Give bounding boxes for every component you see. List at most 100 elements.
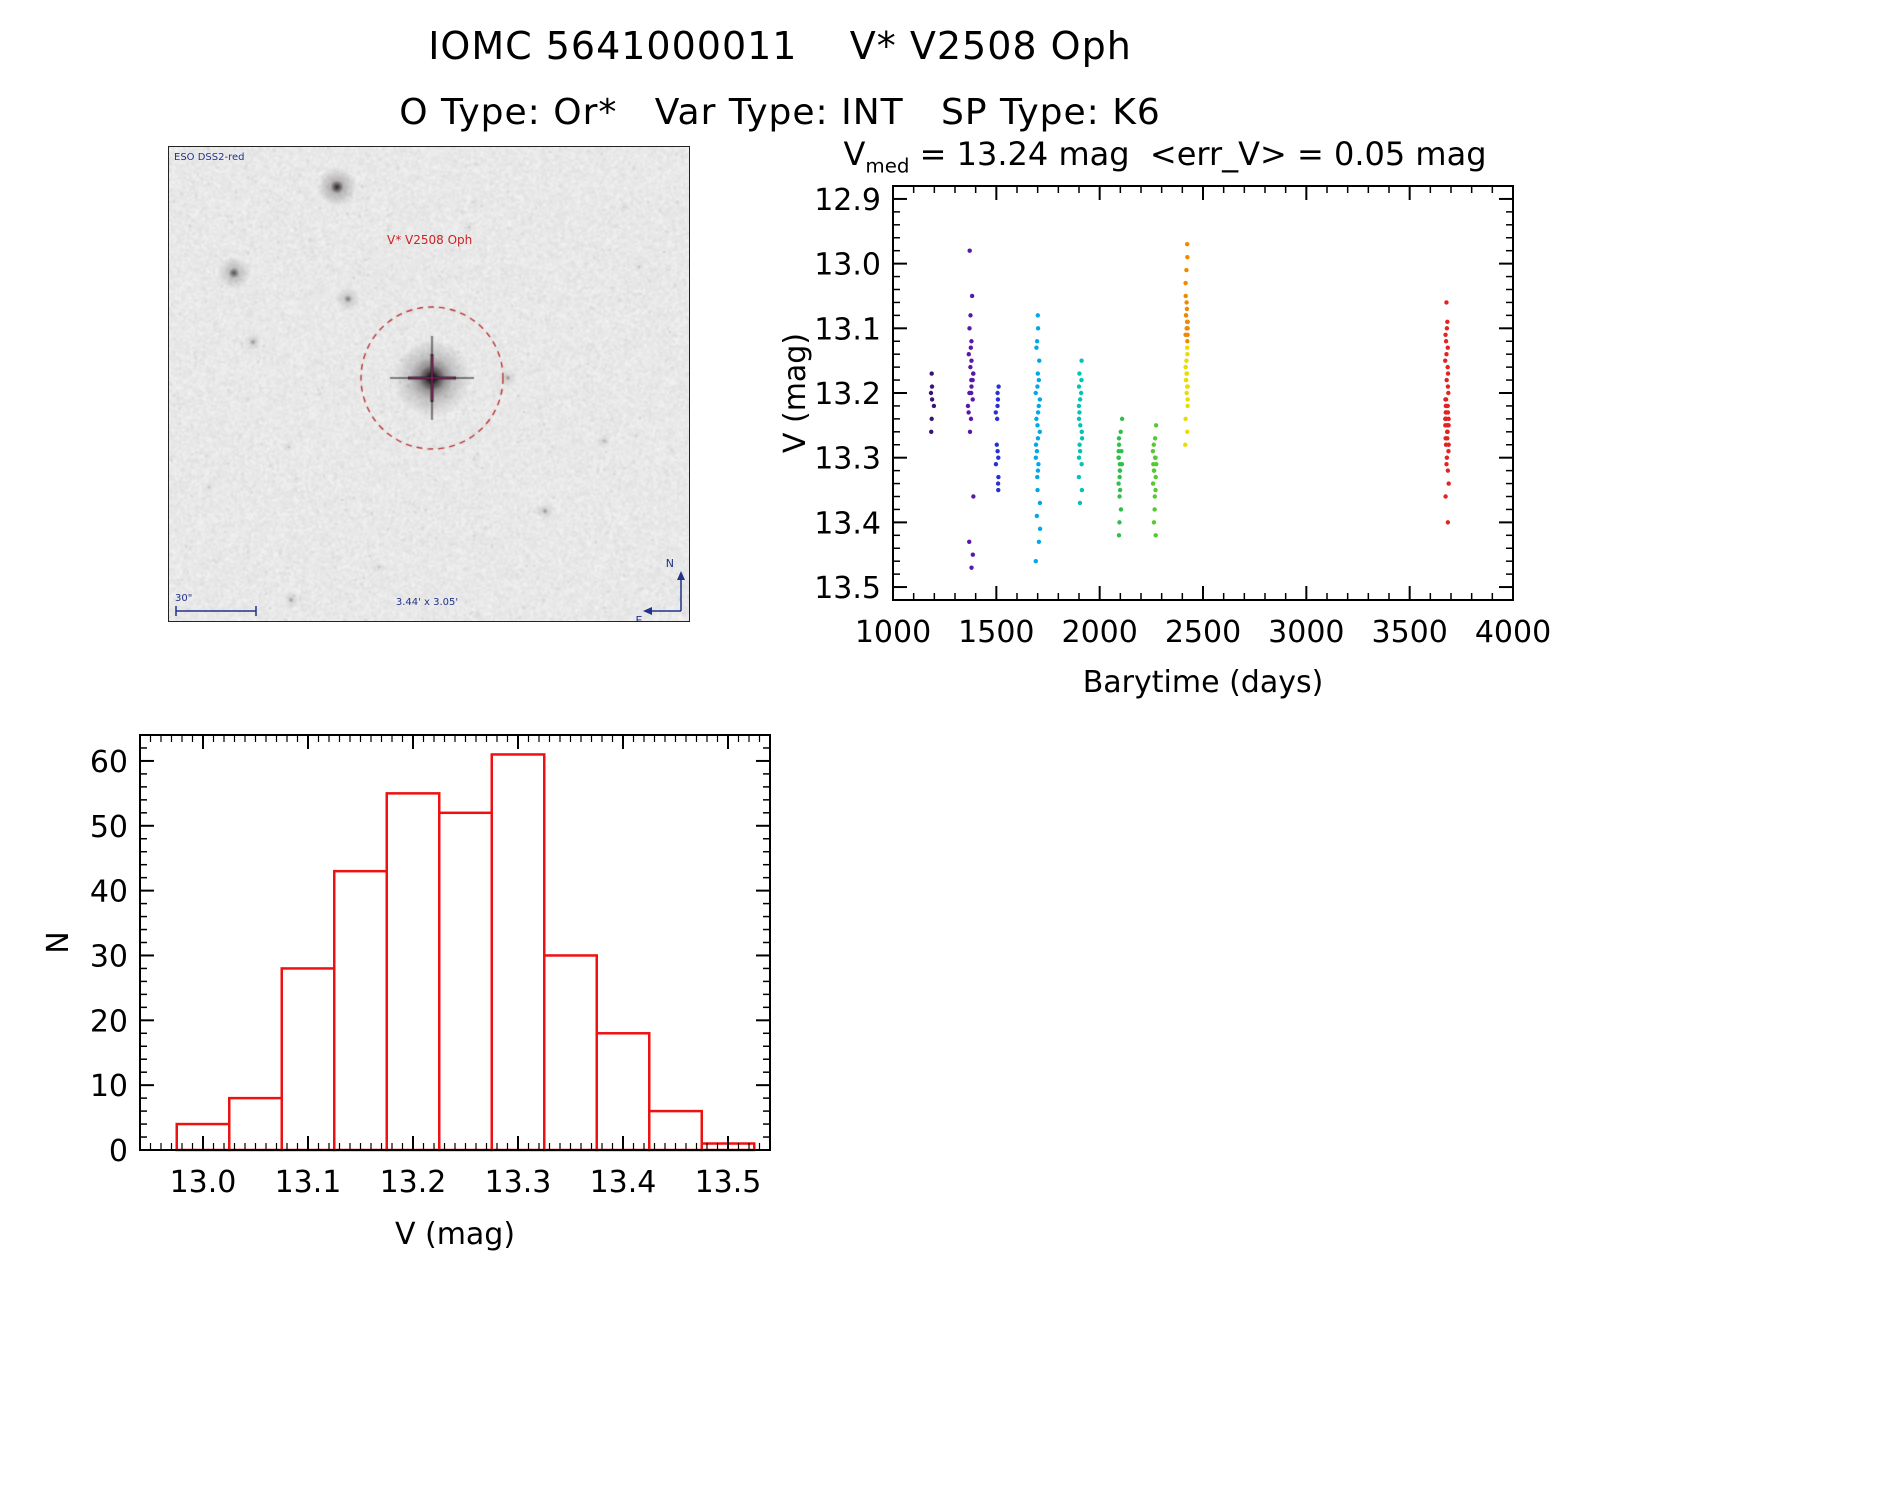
data-point (1152, 507, 1157, 512)
data-point (928, 390, 934, 396)
data-point (1077, 500, 1083, 506)
compass-north-arrow (677, 571, 685, 580)
data-point (996, 487, 1001, 493)
data-point (1445, 345, 1450, 350)
data-point (1184, 390, 1189, 396)
page-title: IOMC 5641000011 V* V2508 Oph (428, 24, 1132, 68)
data-point (1446, 442, 1451, 447)
data-point (1185, 429, 1190, 435)
data-point (1117, 520, 1122, 525)
data-point (1116, 436, 1122, 441)
data-point (1036, 377, 1042, 383)
data-point (1119, 416, 1125, 422)
data-point (1116, 533, 1122, 538)
data-point (1037, 526, 1043, 532)
histogram-bar (333, 869, 388, 1152)
data-point (1119, 449, 1124, 454)
data-point (1445, 468, 1451, 473)
data-point (965, 403, 971, 409)
compass-east-label: E (636, 614, 643, 621)
lightcurve-points (928, 242, 1451, 570)
tick-label: 1000 (855, 615, 931, 650)
survey-label: ESO DSS2-red (174, 152, 245, 163)
tick-label: 50 (90, 810, 128, 845)
y-axis-label: N (41, 931, 76, 953)
compass-east-arrow (643, 607, 652, 615)
data-point (1035, 313, 1041, 318)
data-point (969, 565, 974, 570)
data-point (1444, 351, 1449, 357)
data-point (967, 539, 972, 544)
tick-label: 13.3 (485, 1165, 552, 1200)
histogram-bar (490, 753, 546, 1152)
scale-bar (175, 606, 257, 616)
data-point (1184, 242, 1190, 247)
data-point (994, 442, 999, 447)
data-point (1078, 390, 1084, 396)
data-point (1077, 397, 1083, 402)
data-point (929, 384, 935, 389)
data-point (1445, 423, 1450, 428)
data-point (1116, 455, 1121, 460)
data-point (1036, 461, 1041, 467)
data-point (969, 390, 974, 396)
data-point (1185, 339, 1190, 344)
data-point (1033, 558, 1038, 564)
data-point (1076, 384, 1082, 389)
tick-label: 1500 (958, 615, 1034, 650)
data-point (1445, 384, 1451, 389)
lightcurve-axes: 1000 1500 2000 2500 3000 3500 4000 12.9 13.0 13.1… (778, 183, 1551, 700)
data-point (1077, 410, 1082, 415)
data-point (970, 377, 975, 383)
data-point (1035, 326, 1041, 331)
data-point (1151, 461, 1156, 467)
data-point (1036, 539, 1042, 544)
tick-label: 10 (90, 1069, 128, 1104)
data-point (931, 403, 937, 409)
histogram-bar (280, 967, 336, 1152)
data-point (1150, 449, 1156, 454)
tick-label: 13.0 (814, 248, 881, 283)
histogram-bar (385, 792, 441, 1152)
data-point (968, 345, 974, 350)
data-point (1033, 390, 1038, 396)
y-axis-label: V (mag) (778, 333, 813, 453)
data-point (1185, 326, 1190, 331)
data-point (1117, 487, 1123, 493)
data-point (929, 371, 934, 376)
data-point (971, 371, 976, 376)
data-point (1153, 533, 1158, 538)
x-axis-label: Barytime (days) (1083, 665, 1324, 700)
data-point (1184, 300, 1189, 305)
data-point (1035, 423, 1040, 428)
data-point (1078, 423, 1083, 428)
tick-label: 30 (90, 939, 128, 974)
data-point (1185, 254, 1190, 260)
data-point (1446, 449, 1451, 454)
data-point (970, 397, 975, 402)
data-point (1117, 494, 1122, 499)
data-point (1444, 455, 1450, 460)
data-point (1079, 461, 1084, 467)
data-point (1034, 513, 1040, 519)
data-point (1445, 364, 1450, 370)
tick-label: 13.0 (170, 1165, 237, 1200)
data-point (1443, 403, 1449, 409)
tick-label: 13.1 (814, 312, 881, 347)
data-point (1035, 436, 1041, 441)
data-point (1117, 468, 1123, 473)
data-point (929, 429, 934, 435)
data-point (969, 339, 974, 344)
data-point (971, 494, 976, 499)
lightcurve-panel: 1000 1500 2000 2500 3000 3500 4000 12.9 13.0 13.1… (770, 133, 1560, 713)
data-point (996, 474, 1001, 480)
data-point (1184, 345, 1190, 350)
data-point (995, 403, 1000, 409)
data-point (995, 390, 1000, 396)
data-point (1446, 390, 1451, 396)
data-point (1445, 371, 1451, 376)
data-point (1077, 449, 1083, 454)
data-point (996, 455, 1001, 460)
data-point (1037, 429, 1042, 435)
